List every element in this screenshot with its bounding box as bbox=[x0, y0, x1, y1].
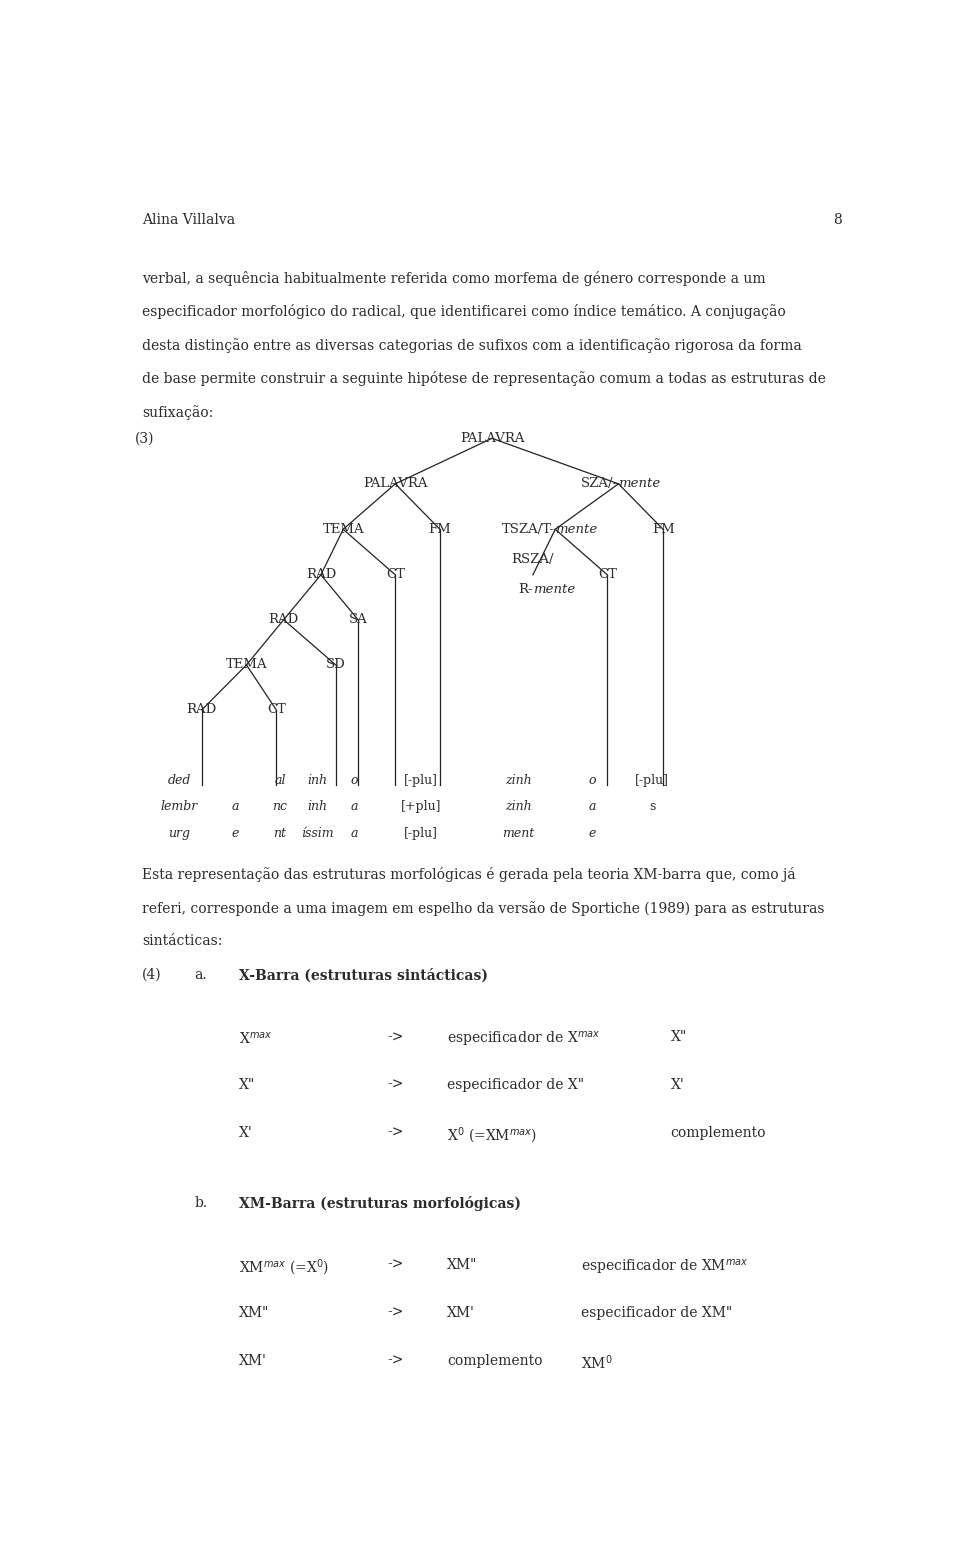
Text: X': X' bbox=[670, 1078, 684, 1092]
Text: X': X' bbox=[239, 1127, 252, 1141]
Text: RSZA/: RSZA/ bbox=[512, 554, 554, 566]
Text: XM-Barra (estruturas morfológicas): XM-Barra (estruturas morfológicas) bbox=[239, 1195, 521, 1211]
Text: b.: b. bbox=[194, 1195, 207, 1209]
Text: a: a bbox=[231, 800, 239, 814]
Text: mente: mente bbox=[555, 523, 597, 535]
Text: X": X" bbox=[239, 1078, 255, 1092]
Text: a: a bbox=[350, 826, 358, 840]
Text: X-Barra (estruturas sintácticas): X-Barra (estruturas sintácticas) bbox=[239, 968, 488, 982]
Text: XM": XM" bbox=[447, 1257, 478, 1271]
Text: complemento: complemento bbox=[670, 1127, 766, 1141]
Text: ->: -> bbox=[388, 1305, 404, 1319]
Text: TEMA: TEMA bbox=[323, 523, 364, 535]
Text: mente: mente bbox=[533, 584, 575, 596]
Text: SA: SA bbox=[348, 613, 368, 626]
Text: urg: urg bbox=[169, 826, 190, 840]
Text: RAD: RAD bbox=[269, 613, 299, 626]
Text: CT: CT bbox=[386, 568, 405, 582]
Text: especificador de X": especificador de X" bbox=[447, 1078, 585, 1092]
Text: (4): (4) bbox=[142, 968, 162, 982]
Text: Esta representação das estruturas morfológicas é gerada pela teoria XM-barra que: Esta representação das estruturas morfol… bbox=[142, 867, 796, 882]
Text: zinh: zinh bbox=[505, 800, 531, 814]
Text: [-plu]: [-plu] bbox=[404, 773, 439, 787]
Text: a: a bbox=[350, 800, 358, 814]
Text: X$^{max}$: X$^{max}$ bbox=[239, 1030, 273, 1046]
Text: nt: nt bbox=[274, 826, 286, 840]
Text: a: a bbox=[588, 800, 596, 814]
Text: XM": XM" bbox=[239, 1305, 270, 1319]
Text: al: al bbox=[275, 773, 286, 787]
Text: especificador de X$^{max}$: especificador de X$^{max}$ bbox=[447, 1030, 601, 1049]
Text: RAD: RAD bbox=[305, 568, 336, 582]
Text: PALAVRA: PALAVRA bbox=[460, 433, 524, 445]
Text: nc: nc bbox=[273, 800, 287, 814]
Text: XM$^{max}$ (=X$^{0}$): XM$^{max}$ (=X$^{0}$) bbox=[239, 1257, 329, 1277]
Text: FM: FM bbox=[652, 523, 675, 535]
Text: 8: 8 bbox=[833, 213, 842, 227]
Text: [-plu]: [-plu] bbox=[404, 826, 439, 840]
Text: [+plu]: [+plu] bbox=[401, 800, 442, 814]
Text: (3): (3) bbox=[134, 431, 155, 445]
Text: ->: -> bbox=[388, 1257, 404, 1271]
Text: especificador de XM": especificador de XM" bbox=[581, 1305, 732, 1319]
Text: TSZA/T-: TSZA/T- bbox=[502, 523, 555, 535]
Text: SZA/-: SZA/- bbox=[582, 478, 618, 490]
Text: TEMA: TEMA bbox=[226, 658, 267, 672]
Text: XM$^{0}$: XM$^{0}$ bbox=[581, 1354, 613, 1372]
Text: X": X" bbox=[670, 1030, 686, 1044]
Text: íssim: íssim bbox=[300, 826, 333, 840]
Text: referi, corresponde a uma imagem em espelho da versão de Sportiche (1989) para a: referi, corresponde a uma imagem em espe… bbox=[142, 901, 825, 915]
Text: ment: ment bbox=[502, 826, 534, 840]
Text: e: e bbox=[588, 826, 596, 840]
Text: especificador de XM$^{max}$: especificador de XM$^{max}$ bbox=[581, 1257, 749, 1277]
Text: R-: R- bbox=[518, 584, 533, 596]
Text: Alina Villalva: Alina Villalva bbox=[142, 213, 235, 227]
Text: s: s bbox=[649, 800, 655, 814]
Text: inh: inh bbox=[307, 773, 327, 787]
Text: de base permite construir a seguinte hipótese de representação comum a todas as : de base permite construir a seguinte hip… bbox=[142, 372, 827, 386]
Text: o: o bbox=[588, 773, 596, 787]
Text: zinh: zinh bbox=[505, 773, 531, 787]
Text: sintácticas:: sintácticas: bbox=[142, 934, 223, 948]
Text: verbal, a sequência habitualmente referida como morfema de género corresponde a : verbal, a sequência habitualmente referi… bbox=[142, 271, 766, 286]
Text: SD: SD bbox=[325, 658, 346, 672]
Text: e: e bbox=[231, 826, 239, 840]
Text: [-plu]: [-plu] bbox=[635, 773, 669, 787]
Text: complemento: complemento bbox=[447, 1354, 542, 1368]
Text: XM': XM' bbox=[447, 1305, 475, 1319]
Text: desta distinção entre as diversas categorias de sufixos com a identificação rigo: desta distinção entre as diversas catego… bbox=[142, 338, 802, 353]
Text: inh: inh bbox=[307, 800, 327, 814]
Text: ->: -> bbox=[388, 1030, 404, 1044]
Text: CT: CT bbox=[267, 703, 286, 716]
Text: CT: CT bbox=[598, 568, 616, 582]
Text: especificador morfológico do radical, que identificarei como índice temático. A : especificador morfológico do radical, qu… bbox=[142, 303, 786, 319]
Text: lembr: lembr bbox=[161, 800, 198, 814]
Text: mente: mente bbox=[618, 478, 660, 490]
Text: PALAVRA: PALAVRA bbox=[363, 478, 427, 490]
Text: ded: ded bbox=[168, 773, 191, 787]
Text: ->: -> bbox=[388, 1354, 404, 1368]
Text: FM: FM bbox=[428, 523, 451, 535]
Text: a.: a. bbox=[194, 968, 207, 982]
Text: ->: -> bbox=[388, 1127, 404, 1141]
Text: X$^{0}$ (=XM$^{max}$): X$^{0}$ (=XM$^{max}$) bbox=[447, 1127, 538, 1147]
Text: sufixação:: sufixação: bbox=[142, 405, 213, 420]
Text: RAD: RAD bbox=[186, 703, 217, 716]
Text: o: o bbox=[350, 773, 358, 787]
Text: XM': XM' bbox=[239, 1354, 267, 1368]
Text: ->: -> bbox=[388, 1078, 404, 1092]
